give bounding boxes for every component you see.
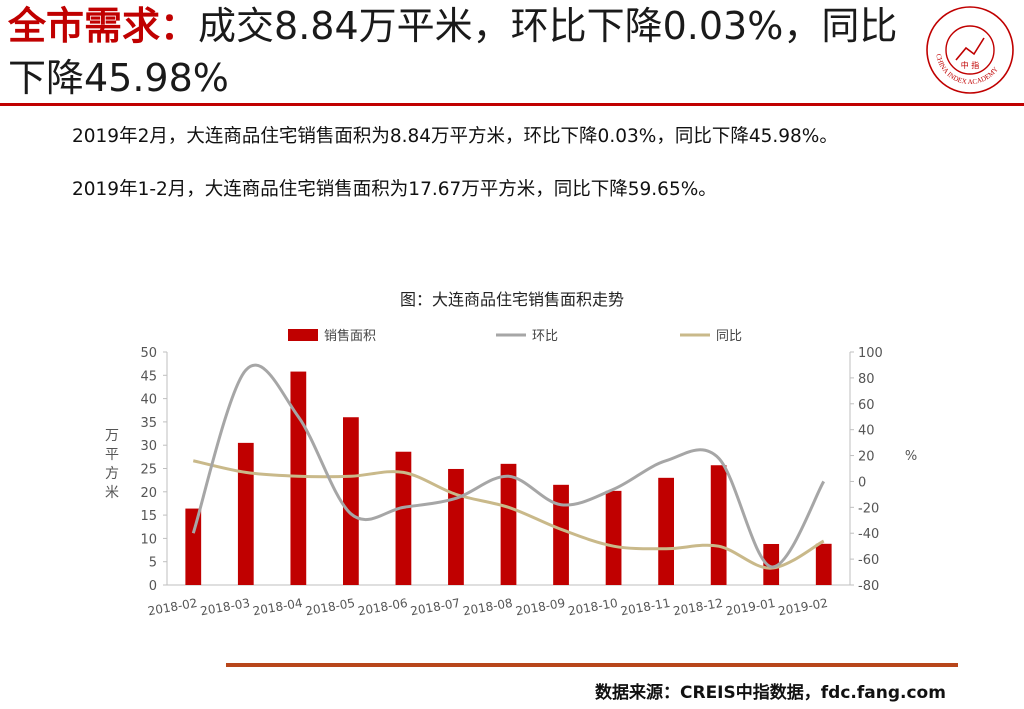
bar-sales-2019-01 xyxy=(763,543,780,585)
y-right-tick-label: -40 xyxy=(858,527,879,542)
x-tick-label: 2018-10 xyxy=(567,596,619,618)
x-tick-label: 2018-04 xyxy=(252,596,304,618)
x-tick-label: 2018-11 xyxy=(620,596,672,618)
x-tick-label: 2018-08 xyxy=(462,596,514,618)
y-axis-label-char: 平 xyxy=(105,447,119,463)
x-tick-label: 2018-09 xyxy=(514,596,566,618)
y-left-tick-label: 50 xyxy=(140,346,157,361)
bar-sales-2018-05 xyxy=(343,417,359,585)
x-tick-label: 2019-01 xyxy=(725,596,777,618)
y-left-tick-label: 35 xyxy=(140,416,157,431)
chart-title: 图：大连商品住宅销售面积走势 xyxy=(400,290,624,309)
title-text: 成交8.84万平米，环比下降0.03%，同比下降45.98% xyxy=(8,4,898,100)
y-left-tick-label: 45 xyxy=(140,369,157,384)
y-left-tick-label: 25 xyxy=(140,463,157,478)
x-tick-label: 2018-06 xyxy=(357,596,409,618)
legend-label-sales: 销售面积 xyxy=(324,328,376,344)
bar-sales-2018-09 xyxy=(553,484,569,585)
bar-sales-2018-10 xyxy=(605,490,622,585)
page-title: 全市需求：成交8.84万平米，环比下降0.03%，同比下降45.98% xyxy=(8,0,928,104)
legend-label-yoy: 同比 xyxy=(716,329,742,344)
y-left-tick-label: 20 xyxy=(140,486,157,501)
y-axis-label-char: 方 xyxy=(105,466,119,482)
y-axis-label-char: 万 xyxy=(105,428,119,444)
data-source: 数据来源：CREIS中指数据，fdc.fang.com xyxy=(595,683,946,703)
y-right-tick-label: -60 xyxy=(858,553,879,568)
logo-center-text: 中 指 xyxy=(961,60,980,70)
line-yoy xyxy=(192,459,825,570)
summary-paragraph-ytd: 2019年1-2月，大连商品住宅销售面积为17.67万平方米，同比下降59.65… xyxy=(72,179,717,200)
bar-sales-2018-08 xyxy=(500,463,517,585)
title-divider xyxy=(0,103,1024,106)
y-left-tick-label: 30 xyxy=(140,439,157,454)
y-axis-label-char: 米 xyxy=(105,485,119,501)
x-tick-label: 2018-12 xyxy=(672,596,724,618)
summary-paragraph-monthly: 2019年2月，大连商品住宅销售面积为8.84万平方米，环比下降0.03%，同比… xyxy=(72,126,838,147)
y-left-tick-label: 0 xyxy=(149,579,157,594)
y-left-tick-label: 15 xyxy=(140,509,157,524)
y-right-tick-label: 80 xyxy=(858,372,875,387)
china-index-academy-logo: CHINA INDEX ACADEMY 中 指 xyxy=(926,6,1014,94)
bar-sales-2018-04 xyxy=(290,371,307,585)
bar-sales-2018-12 xyxy=(710,465,727,585)
bar-sales-2018-11 xyxy=(658,477,674,585)
footer-divider xyxy=(226,663,958,667)
x-tick-label: 2018-02 xyxy=(147,596,199,618)
logo-outer-ring xyxy=(926,6,1014,94)
x-tick-label: 2018-07 xyxy=(409,596,461,618)
bar-sales-2018-02 xyxy=(185,508,202,585)
y-right-tick-label: 40 xyxy=(858,424,875,439)
logo-inner-ring xyxy=(945,25,995,75)
x-tick-label: 2019-02 xyxy=(777,596,829,618)
y2-axis-label: % xyxy=(905,449,917,464)
y-left-tick-label: 5 xyxy=(149,556,157,571)
title-prefix: 全市需求： xyxy=(8,4,199,48)
y-right-tick-label: 60 xyxy=(858,398,875,413)
bar-sales-2019-02 xyxy=(815,543,832,585)
y-right-tick-label: 0 xyxy=(858,475,866,490)
x-tick-label: 2018-05 xyxy=(304,596,356,618)
y-left-tick-label: 40 xyxy=(140,393,157,408)
y-right-tick-label: 20 xyxy=(858,450,875,465)
bar-sales-2018-03 xyxy=(237,442,254,585)
y-left-tick-label: 10 xyxy=(140,532,157,547)
line-mom xyxy=(191,363,826,569)
bar-sales-2018-06 xyxy=(395,451,412,585)
y-right-tick-label: -20 xyxy=(858,501,879,516)
y-right-tick-label: -80 xyxy=(858,579,879,594)
y-right-tick-label: 100 xyxy=(858,346,883,361)
logo-trend-mark xyxy=(955,37,985,61)
bar-sales-2018-07 xyxy=(448,468,464,585)
x-tick-label: 2018-03 xyxy=(199,596,251,618)
legend-swatch-sales xyxy=(288,329,318,341)
legend-label-mom: 环比 xyxy=(532,329,558,344)
